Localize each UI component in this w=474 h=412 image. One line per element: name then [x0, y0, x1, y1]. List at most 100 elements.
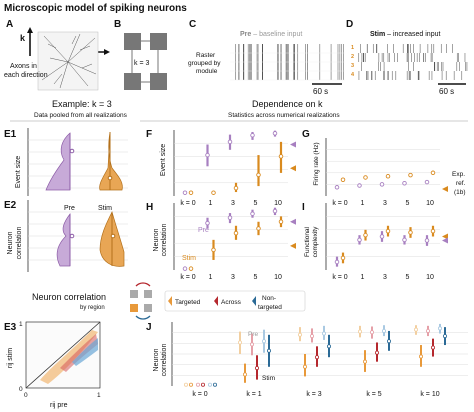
panel-a-axon-tree — [37, 31, 99, 91]
panel-i-pre-point — [379, 234, 385, 239]
panel-letter-f: F — [146, 129, 152, 140]
dependence-title: Dependence on k — [252, 99, 323, 109]
example-subtitle: Data pooled from all realizations — [34, 112, 128, 119]
panel-f-pre-point — [227, 139, 233, 145]
legend-targeted-marker — [168, 296, 172, 306]
panel-h-pre-point — [205, 220, 210, 226]
panel-g-ylabel: Firing rate (Hz) — [313, 142, 320, 185]
panel-h-stim-point — [233, 230, 239, 236]
panel-d-raster — [358, 44, 468, 80]
panel-e3-plot: 0 1 0 1 rij pre — [19, 321, 101, 409]
panel-i-pre-point — [402, 237, 407, 243]
panel-h-ref-arrow — [290, 218, 296, 225]
panel-e3-density-red — [60, 334, 98, 372]
panel-e1-plot — [27, 128, 128, 196]
legend-non-targeted-label-2: targeted — [258, 304, 282, 311]
panel-h-stim-label: Stim — [182, 255, 196, 262]
panel-g-exp-ref-2: ref. — [456, 180, 466, 187]
panel-f-xtick: 10 — [274, 200, 282, 207]
legend-non-targeted-label-1: Non- — [262, 295, 276, 302]
panel-letter-g: G — [302, 129, 310, 140]
example-title-text: Example: k = 3 — [52, 99, 112, 109]
panel-i-pre-point — [357, 237, 362, 243]
panel-f-xtick: 5 — [254, 200, 258, 207]
panel-j-stim-point — [362, 359, 367, 364]
panel-j-xtick: k = 3 — [306, 391, 321, 398]
panel-f-ref-arrow — [290, 141, 296, 148]
panel-j-stim-point — [442, 334, 447, 339]
panel-j-pre-point — [207, 382, 212, 387]
panel-e2-stim-label: Stim — [98, 205, 112, 212]
panel-j-pre-point — [297, 332, 302, 337]
panel-i-stim-point — [340, 255, 346, 261]
panel-h-ylabel-1: Neuron — [153, 228, 160, 251]
panel-h-xtick: k = 0 — [180, 274, 195, 281]
panel-j-xtick: k = 10 — [420, 391, 439, 398]
panel-a-axon-label-1: Axons in — [10, 63, 37, 70]
panel-a-axon-label-2: each direction — [4, 72, 48, 79]
panel-letter-d: D — [346, 19, 353, 30]
panel-h-plot: k = 0 1 3 5 10 Pre Stim — [173, 203, 296, 281]
panel-g-stim-point — [340, 177, 346, 183]
panel-g-stim-point — [408, 172, 413, 178]
panel-h-xtick: 1 — [209, 274, 213, 281]
panel-j-stim-point — [430, 345, 435, 350]
panel-e2-stim-median — [110, 233, 116, 239]
panel-f-stim-point — [256, 172, 261, 178]
panel-f-xtick: 3 — [231, 200, 235, 207]
panel-j-pre-point — [309, 334, 314, 339]
panel-g-pre-point — [334, 185, 340, 190]
panel-f-stim-point — [188, 190, 194, 195]
panel-g-xtick: 10 — [426, 200, 434, 207]
panel-g-exp-ref-3: (1b) — [454, 189, 466, 196]
panel-j-pre-point — [369, 330, 374, 335]
panel-j-pre-point — [413, 327, 418, 332]
panel-h-pre-point — [272, 208, 278, 214]
panel-f-xtick: k = 0 — [180, 200, 195, 207]
panel-j-stim-point — [212, 382, 217, 387]
legend-targeted-label: Targeted — [175, 299, 201, 306]
panel-h-xtick: 3 — [231, 274, 235, 281]
dependence-subtitle: Statistics across numerical realizations — [228, 112, 340, 119]
panel-g-xtick: 5 — [406, 200, 410, 207]
panel-f-stim-point — [278, 154, 284, 159]
panel-d-module-labels: 1 2 3 4 — [351, 45, 355, 78]
panel-e3-tick-y0: 0 — [19, 386, 23, 393]
panel-d-title-rest: – increased input — [385, 31, 440, 38]
example-title: Example: k = 3 — [52, 99, 112, 109]
panel-e3-subtitle: by region — [80, 305, 105, 311]
panel-letter-e3: E3 — [4, 322, 17, 333]
panel-f-stim-point — [233, 185, 239, 191]
panel-f-ylabel: Event size — [160, 144, 167, 176]
panel-c-title: Pre – baseline input — [240, 31, 302, 38]
panel-e3-xlabel: rij pre — [50, 402, 68, 409]
panel-j-stim-point — [188, 382, 193, 387]
panel-e3-title: Neuron correlation — [32, 292, 106, 302]
panel-g-xtick: k = 0 — [332, 200, 347, 207]
panel-letter-j: J — [146, 322, 152, 333]
panel-f-pre-point — [182, 190, 188, 195]
panel-b-modules: k = 3 — [124, 33, 167, 90]
panel-i-ref-arrow — [442, 237, 448, 244]
panel-c-raster-label-1: Raster — [196, 52, 216, 59]
panel-i-stim-point — [430, 228, 436, 234]
panel-j-pre-point — [261, 339, 266, 344]
panel-e1-stim-median — [107, 175, 113, 181]
panel-d-module-4: 4 — [351, 72, 355, 78]
panel-h-stim-point — [188, 266, 194, 271]
panel-e3-tick-x1: 1 — [97, 392, 101, 399]
panel-h-xtick: 10 — [274, 274, 282, 281]
panel-g-stim-point — [385, 174, 391, 179]
panel-d-module-3: 3 — [351, 63, 354, 69]
legend-non-targeted-marker — [252, 296, 256, 306]
panel-g-ref-arrow — [442, 186, 448, 193]
panel-i-pre-point — [424, 238, 430, 243]
panel-j-stim-point — [314, 355, 319, 360]
panel-e2-pre-median — [69, 233, 75, 239]
panel-j-pre-point — [357, 329, 362, 334]
panel-h-pre-point — [250, 211, 255, 216]
panel-j-xtick: k = 5 — [366, 391, 381, 398]
panel-i-ylabel-1: Functional — [304, 226, 311, 257]
panel-h-pre-point — [227, 215, 233, 220]
